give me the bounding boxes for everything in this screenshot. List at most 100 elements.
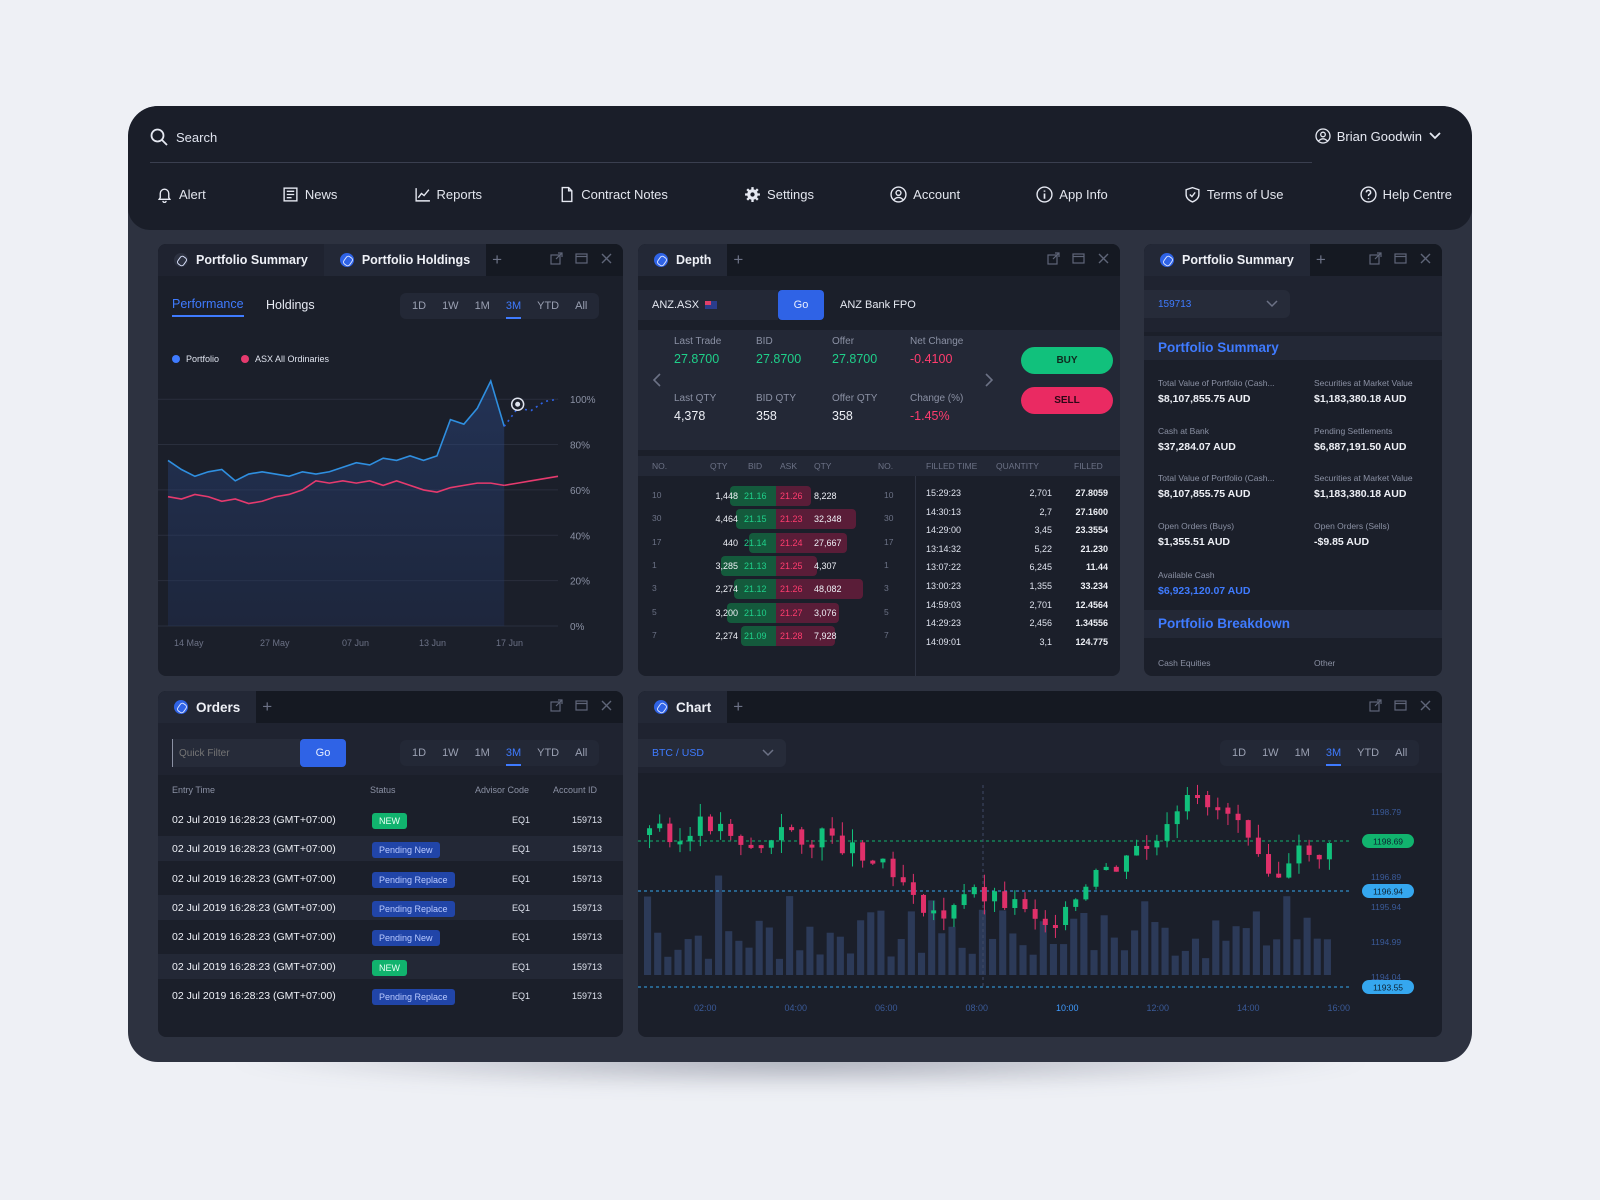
orders-panel: Orders + Go 1D 1W 1M 3M YTD All Entry Time St… bbox=[158, 691, 623, 1037]
chevron-left-icon[interactable] bbox=[652, 372, 662, 388]
range-all[interactable]: All bbox=[1395, 747, 1408, 759]
account-select[interactable]: 159713 bbox=[1144, 290, 1290, 318]
range-1w[interactable]: 1W bbox=[1262, 747, 1279, 759]
nav-item-help-centre[interactable]: Help Centre bbox=[1359, 186, 1452, 203]
range-all[interactable]: All bbox=[575, 300, 588, 312]
close-icon[interactable] bbox=[1419, 699, 1432, 712]
performance-chart: 100% 80% 60% 40% 20% 0% 14 May 27 May 07 Jun 13 J… bbox=[158, 378, 596, 648]
add-tab-button[interactable]: + bbox=[733, 250, 744, 269]
maximize-icon[interactable] bbox=[1072, 252, 1085, 265]
range-1m[interactable]: 1M bbox=[474, 300, 490, 312]
tab-chart[interactable]: Chart bbox=[638, 691, 728, 723]
trade-time: 15:29:23 bbox=[926, 488, 962, 498]
popout-icon[interactable] bbox=[1369, 699, 1382, 712]
table-row[interactable]: 02 Jul 2019 16:28:23 (GMT+07:00) Pending … bbox=[158, 866, 623, 891]
summary-item-label: Pending Settlements bbox=[1314, 425, 1393, 436]
close-icon[interactable] bbox=[1097, 252, 1110, 265]
maximize-icon[interactable] bbox=[575, 699, 588, 712]
popout-icon[interactable] bbox=[1369, 252, 1382, 265]
candle-body bbox=[697, 816, 703, 836]
candle-body bbox=[1205, 795, 1211, 808]
range-1d[interactable]: 1D bbox=[412, 747, 427, 759]
book-row-no: 30 bbox=[652, 513, 662, 524]
bid-qty: 2,274 bbox=[715, 630, 738, 641]
popout-icon[interactable] bbox=[1047, 252, 1060, 265]
tab-portfolio-summary[interactable]: Portfolio Summary bbox=[1144, 244, 1310, 276]
range-3m[interactable]: 3M bbox=[498, 293, 529, 319]
close-icon[interactable] bbox=[1419, 252, 1432, 265]
quick-filter-input[interactable] bbox=[172, 739, 300, 767]
summary-item-value: $8,107,855.75 AUD bbox=[1158, 488, 1251, 500]
chevron-right-icon[interactable] bbox=[984, 372, 994, 388]
bid-price: 21.16 bbox=[744, 491, 767, 501]
range-1m[interactable]: 1M bbox=[474, 747, 490, 759]
candle-body bbox=[647, 828, 653, 835]
table-row[interactable]: 02 Jul 2019 16:28:23 (GMT+07:00) NEW EQ1 15… bbox=[158, 953, 623, 979]
close-icon[interactable] bbox=[600, 252, 613, 265]
table-row[interactable]: 02 Jul 2019 16:28:23 (GMT+07:00) NEW EQ1 15… bbox=[158, 807, 623, 832]
trade-time: 13:14:32 bbox=[926, 543, 962, 554]
nav-item-reports[interactable]: Reports bbox=[414, 186, 482, 203]
range-1d[interactable]: 1D bbox=[1232, 747, 1247, 759]
table-row[interactable]: 02 Jul 2019 16:28:23 (GMT+07:00) Pending … bbox=[158, 924, 623, 949]
range-1d[interactable]: 1D bbox=[412, 300, 427, 312]
range-all[interactable]: All bbox=[575, 747, 588, 759]
range-ytd[interactable]: YTD bbox=[537, 747, 560, 759]
bid-bar bbox=[721, 555, 776, 576]
popout-icon[interactable] bbox=[550, 252, 563, 265]
tab-portfolio-holdings[interactable]: Portfolio Holdings bbox=[323, 244, 487, 276]
account-id: 159713 bbox=[572, 873, 603, 884]
subtab-performance[interactable]: Performance bbox=[172, 297, 244, 317]
sell-button[interactable]: SELL bbox=[1021, 387, 1113, 414]
tab-portfolio-summary[interactable]: Portfolio Summary bbox=[158, 244, 324, 276]
trade-time: 14:59:03 bbox=[926, 599, 962, 610]
user-menu[interactable]: Brian Goodwin bbox=[1315, 128, 1442, 144]
candle-body bbox=[778, 827, 784, 841]
volume-bar bbox=[1202, 958, 1210, 975]
range-1w[interactable]: 1W bbox=[442, 300, 459, 312]
subtab-holdings[interactable]: Holdings bbox=[266, 298, 315, 312]
range-3m[interactable]: 3M bbox=[498, 740, 529, 766]
nav-item-alert[interactable]: Alert bbox=[156, 186, 206, 203]
add-tab-button[interactable]: + bbox=[1315, 250, 1326, 269]
range-ytd[interactable]: YTD bbox=[1357, 747, 1380, 759]
range-3m[interactable]: 3M bbox=[1318, 740, 1349, 766]
nav-item-app-info[interactable]: App Info bbox=[1036, 186, 1108, 203]
table-row[interactable]: 02 Jul 2019 16:28:23 (GMT+07:00) Pending … bbox=[158, 836, 623, 862]
pair-select[interactable]: BTC / USD bbox=[638, 739, 786, 767]
maximize-icon[interactable] bbox=[1394, 699, 1407, 712]
volume-bar bbox=[1242, 928, 1250, 975]
tab-orders[interactable]: Orders bbox=[158, 691, 257, 723]
close-icon[interactable] bbox=[600, 699, 613, 712]
maximize-icon[interactable] bbox=[1394, 252, 1407, 265]
table-row[interactable]: 02 Jul 2019 16:28:23 (GMT+07:00) Pending … bbox=[158, 983, 623, 1008]
breakdown-title: Portfolio Breakdown bbox=[1144, 610, 1442, 638]
add-tab-button[interactable]: + bbox=[492, 250, 503, 269]
go-button[interactable]: Go bbox=[778, 290, 824, 320]
add-tab-button[interactable]: + bbox=[733, 697, 744, 716]
bid-qty: 1,448 bbox=[715, 491, 738, 501]
search-box[interactable]: Search bbox=[150, 128, 217, 146]
nav-item-terms-of-use[interactable]: Terms of Use bbox=[1184, 186, 1283, 203]
nav-item-contract-notes[interactable]: Contract Notes bbox=[558, 186, 668, 203]
nav-item-news[interactable]: News bbox=[282, 186, 337, 203]
maximize-icon[interactable] bbox=[575, 252, 588, 265]
popout-icon[interactable] bbox=[550, 699, 563, 712]
filter-go-button[interactable]: Go bbox=[300, 739, 346, 767]
nav-item-account[interactable]: Account bbox=[890, 186, 960, 203]
symbol-input[interactable]: ANZ.ASX bbox=[638, 290, 778, 320]
add-tab-button[interactable]: + bbox=[262, 697, 273, 716]
volume-bar bbox=[1070, 918, 1078, 975]
legend-portfolio: Portfolio bbox=[172, 354, 219, 364]
range-ytd[interactable]: YTD bbox=[537, 300, 560, 312]
range-1m[interactable]: 1M bbox=[1294, 747, 1310, 759]
buy-button[interactable]: BUY bbox=[1021, 347, 1113, 374]
trade-qty: 2,701 bbox=[1029, 599, 1052, 610]
table-row[interactable]: 02 Jul 2019 16:28:23 (GMT+07:00) Pending … bbox=[158, 894, 623, 920]
summary-item-label: Open Orders (Buys) bbox=[1158, 520, 1235, 531]
range-1w[interactable]: 1W bbox=[442, 747, 459, 759]
volume-bar bbox=[704, 958, 712, 975]
nav-item-settings[interactable]: Settings bbox=[744, 186, 814, 203]
tab-depth[interactable]: Depth bbox=[638, 244, 728, 276]
gear-icon bbox=[745, 187, 760, 202]
